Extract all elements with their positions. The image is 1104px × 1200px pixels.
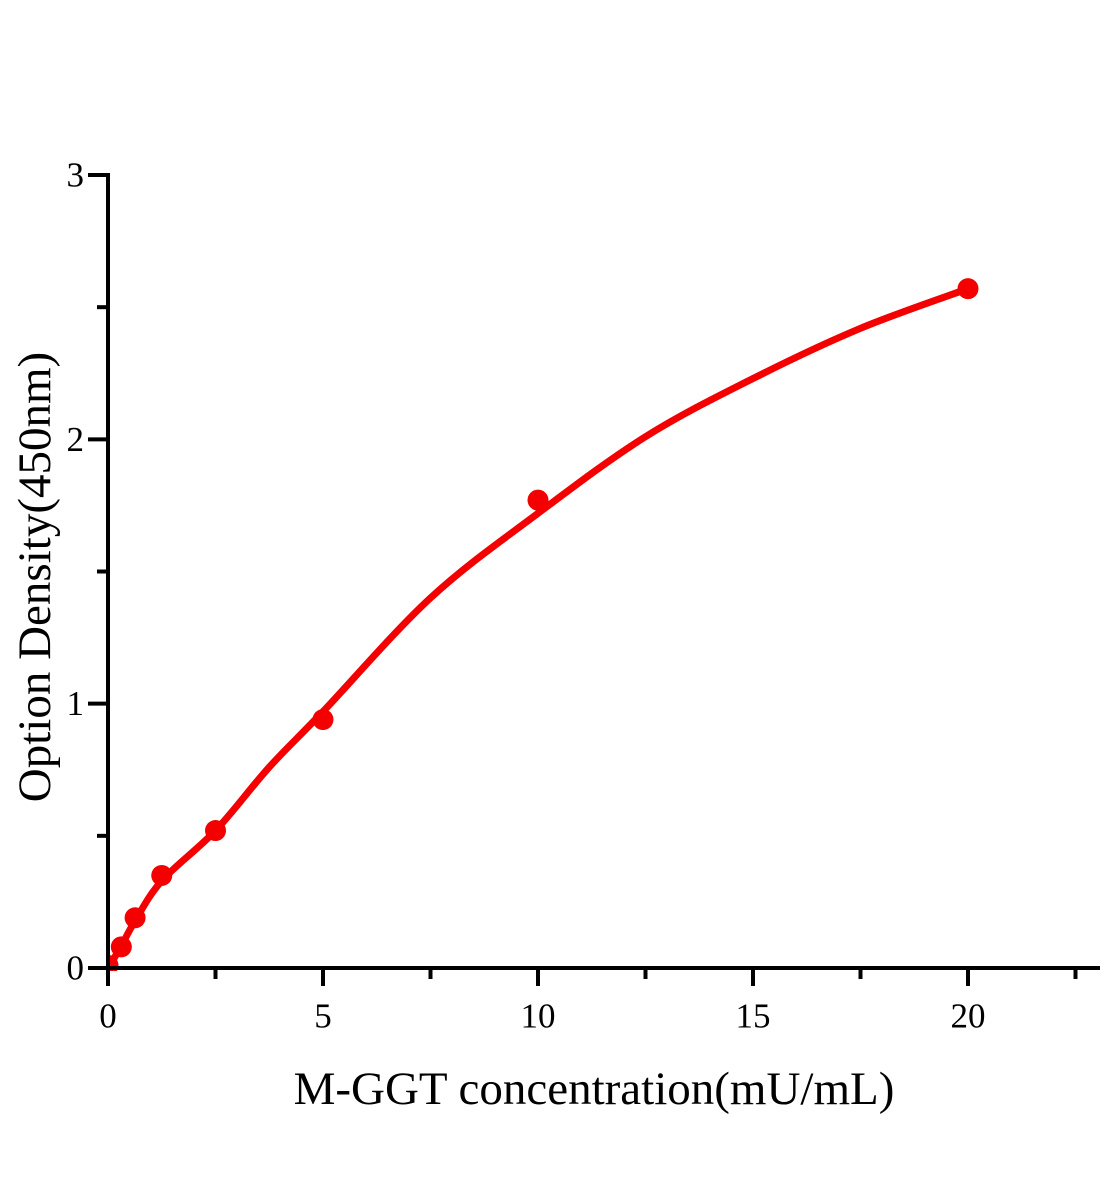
y-axis-title: Option Density(450nm) bbox=[9, 351, 61, 803]
x-tick-label-15: 15 bbox=[736, 997, 771, 1036]
y-tick-label-3: 3 bbox=[67, 156, 85, 195]
data-point bbox=[312, 709, 334, 731]
fit-curve bbox=[107, 285, 972, 971]
data-point bbox=[527, 489, 549, 511]
data-point bbox=[110, 936, 132, 958]
data-point bbox=[957, 278, 979, 300]
axes-layer bbox=[88, 173, 1100, 986]
data-point bbox=[205, 820, 226, 842]
x-tick-label-10: 10 bbox=[521, 997, 556, 1036]
x-tick-label-20: 20 bbox=[951, 997, 986, 1036]
x-axis-title: M-GGT concentration(mU/mL) bbox=[293, 1063, 895, 1115]
data-point bbox=[151, 864, 173, 886]
y-tick-label-1: 1 bbox=[67, 684, 85, 723]
y-tick-label-0: 0 bbox=[67, 949, 85, 988]
series-layer bbox=[107, 278, 979, 971]
x-tick-label-5: 5 bbox=[314, 997, 332, 1036]
x-tick-label-0: 0 bbox=[99, 997, 117, 1036]
y-tick-label-2: 2 bbox=[67, 420, 85, 459]
tick-label-layer: 0 5 10 15 20 0 1 2 3 bbox=[67, 156, 986, 1036]
data-point bbox=[124, 907, 146, 929]
